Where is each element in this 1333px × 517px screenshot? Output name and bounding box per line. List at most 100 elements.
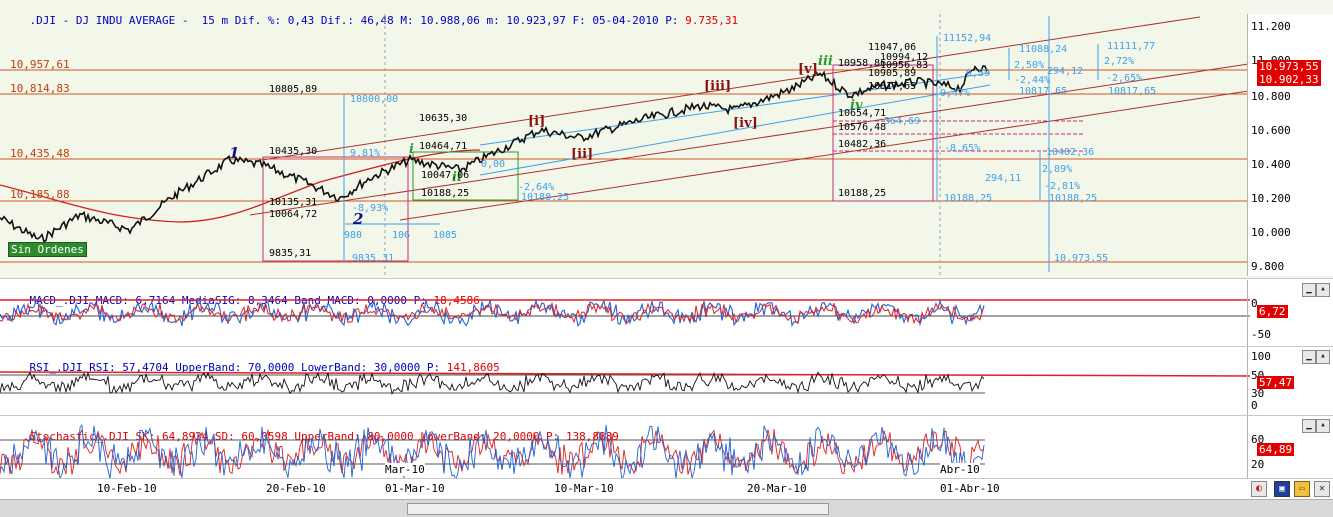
chart-tool-icon[interactable]: ◐	[1251, 481, 1267, 497]
rsi-title-p-value: 141,8605	[446, 361, 500, 374]
price-tag-current: 10.973,55	[1257, 60, 1321, 73]
wave-label-2: 2	[353, 210, 364, 228]
stoch-tick-60: 60	[1251, 433, 1265, 446]
annot-neg-2-44: -2,44%	[1014, 75, 1051, 86]
price-y-axis: 11.200 11.000 10.800 10.600 10.400 10.20…	[1247, 14, 1333, 276]
annot-10576: 10576,48	[838, 122, 887, 133]
annot-9835-b: 9835,31	[352, 253, 395, 264]
annot-10188-d: 10188,25	[944, 193, 993, 204]
price-chart-canvas[interactable]	[0, 0, 1333, 278]
level-label-4: 10,185,88	[10, 188, 70, 201]
annot-10135: 10135,31	[269, 197, 318, 208]
stoch-tick-20: 20	[1251, 458, 1265, 471]
annot-10956: 10956,83	[880, 60, 929, 71]
wave-label-bracket-ii: [ii]	[571, 147, 594, 162]
x-tick-20feb: 20-Feb-10	[266, 482, 326, 495]
annot-10188-b: 10188,25	[521, 192, 570, 203]
level-label-1: 10,957,61	[10, 58, 70, 71]
stochastic-panel[interactable]: Stochastic_.DJI SK: 64,8924 SD: 60,0598 …	[0, 416, 1333, 479]
price-chart-title: .DJI - DJ INDU AVERAGE - 15 m Dif. %: 0,…	[3, 1, 739, 40]
stoch-maximize-button[interactable]: ▴	[1316, 419, 1330, 433]
macd-tick-neg50: -50	[1251, 328, 1271, 341]
save-icon[interactable]: ▣	[1274, 481, 1290, 497]
rsi-canvas[interactable]	[0, 347, 1333, 415]
annot-10805: 10805,89	[269, 84, 318, 95]
annot-10047: 10047,06	[421, 170, 470, 181]
macd-minimize-button[interactable]: ▁	[1302, 283, 1316, 297]
wave-label-i: i	[409, 142, 414, 157]
rsi-minimize-button[interactable]: ▁	[1302, 350, 1316, 364]
macd-tick-0: 0	[1251, 297, 1258, 310]
annot-10654: 10654,71	[838, 108, 887, 119]
x-tick-10feb: 10-Feb-10	[97, 482, 157, 495]
annot-9835-a: 9835,31	[269, 248, 312, 259]
y-tick-10400: 10.400	[1251, 158, 1291, 171]
wave-label-bracket-iv: [iv]	[733, 116, 758, 131]
stochastic-canvas[interactable]	[0, 416, 1333, 478]
price-chart-panel[interactable]: .DJI - DJ INDU AVERAGE - 15 m Dif. %: 0,…	[0, 0, 1333, 279]
macd-canvas[interactable]	[0, 280, 1333, 346]
time-axis: 10-Feb-10 20-Feb-10 01-Mar-10 10-Mar-10 …	[0, 479, 1333, 499]
wave-label-ii: ii	[452, 170, 462, 185]
wave-label-iv: iv	[850, 98, 863, 113]
close-icon[interactable]: ✕	[1314, 481, 1330, 497]
fib-box-2	[412, 151, 519, 201]
stochastic-y-axis: 60 20	[1247, 416, 1333, 478]
stoch-minimize-button[interactable]: ▁	[1302, 419, 1316, 433]
y-tick-10000: 10.000	[1251, 226, 1291, 239]
annot-294-11: 294,11	[985, 173, 1022, 184]
rsi-maximize-button[interactable]: ▴	[1316, 350, 1330, 364]
stoch-sd-series	[0, 428, 985, 476]
x-tick-20mar: 20-Mar-10	[747, 482, 807, 495]
rsi-series	[0, 371, 985, 396]
annot-106: 106	[392, 230, 411, 241]
annot-10817-c: 10817,65	[1108, 86, 1157, 97]
annot-11047: 11047,06	[868, 42, 917, 53]
wave-label-bracket-iii: [iii]	[704, 79, 732, 94]
annot-2-89: 2,89%	[1042, 164, 1073, 175]
price-series	[0, 65, 988, 243]
annot-10188-c: 10188,25	[838, 188, 887, 199]
y-tick-10200: 10.200	[1251, 192, 1291, 205]
scrollbar-thumb[interactable]	[407, 503, 829, 515]
fib-box-3	[832, 64, 934, 202]
annot-neg-8-65: -8,65%	[944, 143, 981, 154]
rsi-panel[interactable]: RSI_.DJI RSI: 57,4704 UpperBand: 70,0000…	[0, 347, 1333, 416]
annot-10905: 10905,89	[868, 68, 917, 79]
y-tick-11200: 11.200	[1251, 20, 1291, 33]
annot-10464: 10464,71	[419, 141, 468, 152]
x-tick-01mar: 01-Mar-10	[385, 482, 445, 495]
channel-lower-line	[399, 89, 1256, 221]
wave-label-iii: iii	[818, 54, 833, 69]
annot-0-00: 0,00	[481, 159, 506, 170]
annot-10800: 10800,00	[350, 94, 399, 105]
x-tick-10mar: 10-Mar-10	[554, 482, 614, 495]
annot-2-50: 2,50%	[1014, 60, 1045, 71]
annot-9-47: 9,47%	[940, 88, 971, 99]
wave-label-bracket-v: [v]	[798, 62, 818, 77]
annot-11088: 11088,24	[1019, 44, 1068, 55]
price-title-text: .DJI - DJ INDU AVERAGE - 15 m Dif. %: 0,…	[29, 14, 686, 27]
y-tick-9800: 9.800	[1251, 260, 1285, 273]
cyan-channel-lower	[479, 84, 991, 176]
sin-ordenes-badge[interactable]: Sin Ordenes	[8, 242, 87, 257]
wave-label-bracket-i: [i]	[528, 114, 546, 129]
annot-11111: 11111,77	[1107, 41, 1156, 52]
annot-10188-a: 10188,25	[421, 188, 470, 199]
rsi-tick-0: 0	[1251, 399, 1258, 412]
stoch-month-mar: Mar-10	[385, 463, 425, 476]
rsi-value-tag: 57,47	[1257, 376, 1295, 389]
folder-icon[interactable]: ▭	[1294, 481, 1310, 497]
annot-0-59: 0,59	[966, 68, 991, 79]
annot-neg-2-65: -2,65%	[1106, 73, 1143, 84]
macd-maximize-button[interactable]: ▴	[1316, 283, 1330, 297]
annot-10817-b: 10817,65	[1019, 86, 1068, 97]
fib-box-1	[262, 156, 409, 262]
stoch-month-abr: Abr-10	[940, 463, 980, 476]
macd-panel[interactable]: MACD_.DJI MACD: 6,7164 MediaSIG: 8,3464 …	[0, 280, 1333, 347]
annot-9-81pct: 9,81%	[350, 148, 381, 159]
annot-10188-e: 10188,25	[1049, 193, 1098, 204]
annot-10994: 10994,12	[880, 52, 929, 63]
horizontal-scrollbar[interactable]	[0, 499, 1333, 517]
macd-y-axis: 0 -50	[1247, 280, 1333, 346]
